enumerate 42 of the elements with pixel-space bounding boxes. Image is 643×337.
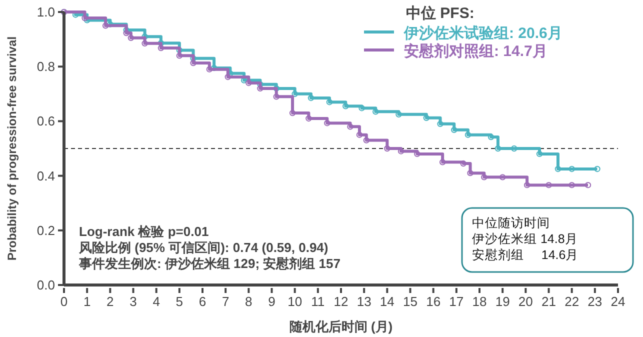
x-tick-label: 11 [311, 294, 325, 309]
x-tick-label: 5 [176, 294, 184, 309]
y-tick-label: 0.2 [36, 222, 55, 238]
x-tick-label: 2 [106, 294, 114, 309]
x-tick-label: 17 [449, 294, 464, 309]
x-tick-label: 10 [288, 294, 302, 309]
x-tick-label: 0 [60, 294, 68, 309]
y-tick-label: 0.0 [36, 278, 55, 292]
x-tick-label: 3 [130, 294, 137, 309]
y-tick-label: 1.0 [36, 4, 55, 20]
annotation: 安慰剂组 14.6月 [472, 247, 579, 262]
x-tick-label: 12 [334, 294, 348, 309]
x-tick-label: 23 [588, 294, 602, 309]
annotation: 风险比例 (95% 可信区间): 0.74 (0.59, 0.94) [78, 240, 328, 255]
legend-label: 伊沙佐米试验组: 20.6月 [403, 25, 562, 42]
x-tick-label: 9 [268, 294, 276, 309]
annotation: 中位随访时间 [472, 215, 550, 230]
x-tick-label: 6 [198, 294, 206, 309]
x-tick-label: 14 [380, 294, 394, 309]
x-tick-label: 20 [518, 294, 533, 309]
x-tick-label: 22 [564, 294, 580, 309]
annotation: Log-rank 检验 p=0.01 [79, 224, 209, 239]
y-axis-title: Probability of progression-free survival [5, 36, 19, 261]
x-tick-label: 8 [245, 294, 252, 309]
y-tick-label: 0.4 [36, 168, 55, 184]
annotation: 伊沙佐米组 14.8月 [472, 232, 578, 246]
annotation: 事件发生例次: 伊沙佐米组 129; 安慰剂组 157 [78, 256, 340, 271]
x-tick-label: 1 [83, 294, 91, 309]
legend-label: 安慰剂对照组: 14.7月 [404, 42, 548, 60]
x-tick-label: 15 [403, 294, 418, 309]
y-tick-label: 0.6 [36, 114, 55, 129]
legend-title: 中位 PFS: [406, 5, 474, 22]
x-axis-title: 随机化后时间 (月) [289, 319, 393, 334]
x-tick-label: 4 [152, 294, 160, 309]
x-tick-label: 18 [472, 294, 487, 309]
x-tick-label: 19 [495, 294, 510, 309]
x-tick-label: 21 [542, 294, 556, 309]
x-tick-label: 13 [356, 294, 372, 309]
x-tick-label: 16 [426, 294, 441, 309]
x-tick-label: 24 [610, 294, 626, 309]
y-tick-label: 0.8 [36, 59, 55, 74]
x-tick-label: 7 [222, 294, 230, 309]
